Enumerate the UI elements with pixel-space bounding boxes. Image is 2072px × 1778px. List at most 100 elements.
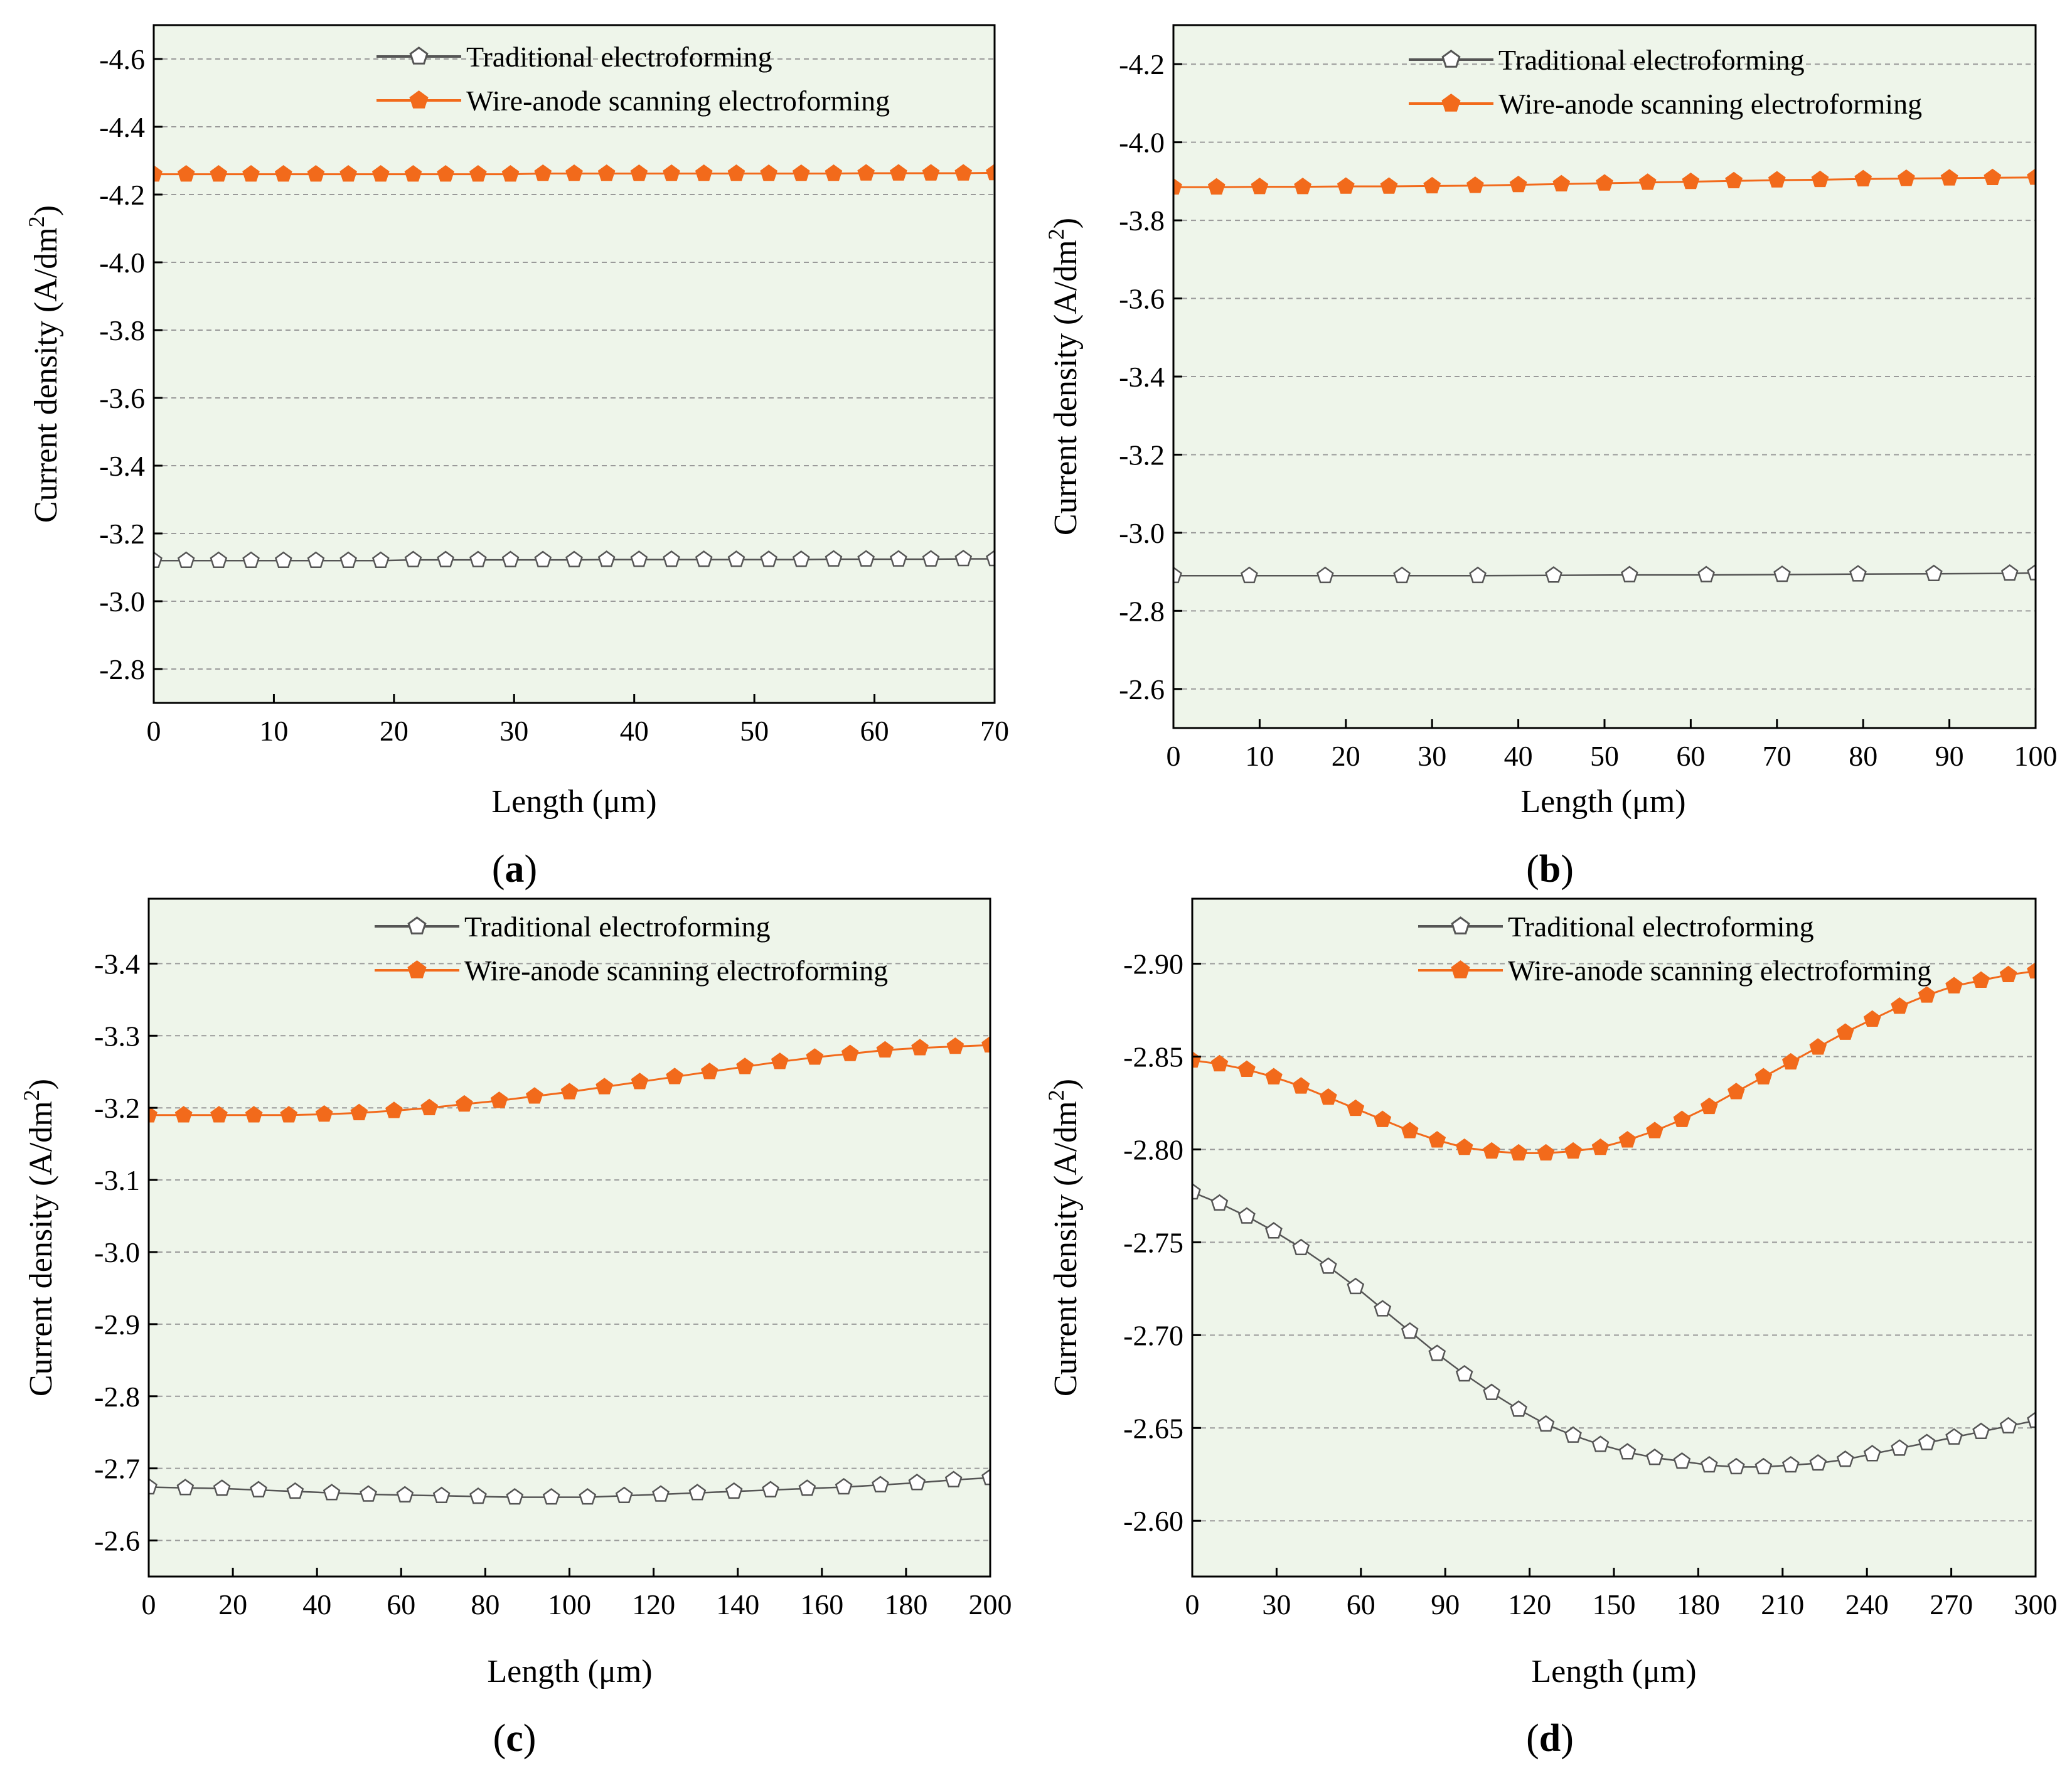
x-tick-label-b-5: 50 [1590,740,1619,772]
x-tick-label-c-0: 0 [142,1588,156,1620]
y-tick-label-a-4: -3.6 [99,382,145,414]
superscript-two: 2 [19,1090,44,1101]
plot-area-d [1192,899,2036,1577]
y-tick-label-a-3: -3.4 [99,450,145,482]
x-tick-label-a-5: 50 [740,715,769,747]
x-tick-label-c-10: 200 [969,1588,1012,1620]
x-tick-label-a-3: 30 [499,715,528,747]
y-tick-label-a-5: -3.8 [99,314,145,346]
x-tick-label-d-4: 120 [1508,1588,1551,1620]
y-tick-label-c-5: -3.1 [94,1164,140,1196]
panel-caption-d: (d) [1526,1717,1574,1760]
x-tick-label-c-5: 100 [548,1588,591,1620]
x-tick-label-a-6: 60 [860,715,889,747]
x-tick-label-b-6: 60 [1676,740,1705,772]
x-tick-label-c-2: 40 [302,1588,331,1620]
x-tick-label-d-6: 180 [1677,1588,1720,1620]
y-tick-label-b-6: -3.8 [1119,205,1165,237]
legend-label-a-0: Traditional electroforming [466,41,772,73]
legend-label-a-1: Wire-anode scanning electroforming [466,85,890,117]
panel-letter-b: b [1539,848,1561,891]
x-tick-label-d-1: 30 [1262,1588,1291,1620]
panel-letter-d: d [1539,1717,1561,1760]
y-tick-label-a-6: -4.0 [99,247,145,279]
x-tick-label-a-0: 0 [147,715,161,747]
x-tick-label-a-7: 70 [980,715,1009,747]
x-tick-label-b-9: 90 [1935,740,1964,772]
y-tick-label-b-2: -3.0 [1119,517,1165,549]
panel-caption-a: (a) [492,848,537,891]
y-axis-label-tail: ) [23,1079,59,1090]
superscript-two: 2 [24,216,49,227]
figure: 0 10 20 30 40 50 60 70-2.8-3.0-3.2-3.4-3.6-3.8-… [0,0,2072,1778]
y-tick-label-b-1: -2.8 [1119,595,1165,627]
y-tick-label-c-1: -2.7 [94,1453,140,1485]
y-tick-label-d-4: -2.80 [1123,1133,1183,1165]
y-tick-label-c-3: -2.9 [94,1309,140,1341]
y-tick-label-d-5: -2.85 [1123,1041,1183,1073]
x-tick-label-b-0: 0 [1167,740,1181,772]
superscript-two: 2 [1044,1090,1069,1101]
legend-label-c-1: Wire-anode scanning electroforming [464,955,888,987]
x-tick-label-d-3: 90 [1431,1588,1460,1620]
y-tick-label-a-1: -3.0 [99,586,145,618]
plot-area-c [149,899,990,1577]
panel-caption-b: (b) [1526,848,1574,891]
y-tick-label-a-7: -4.2 [99,179,145,211]
x-axis-label-a: Length (μm) [491,784,656,820]
x-tick-label-c-9: 180 [884,1588,927,1620]
panel-caption-c: (c) [493,1717,537,1760]
x-tick-label-c-1: 20 [218,1588,247,1620]
y-tick-label-d-3: -2.75 [1123,1226,1183,1258]
x-tick-label-d-7: 210 [1761,1588,1804,1620]
y-tick-label-a-8: -4.4 [99,111,145,143]
y-axis-label-tail: ) [28,205,64,216]
y-tick-label-a-0: -2.8 [99,653,145,685]
x-tick-label-c-4: 80 [471,1588,499,1620]
y-tick-label-b-0: -2.6 [1119,673,1165,705]
y-tick-label-b-4: -3.4 [1119,361,1165,393]
x-tick-label-a-1: 10 [259,715,288,747]
legend-label-c-0: Traditional electroforming [464,911,771,943]
x-tick-label-d-10: 300 [2014,1588,2058,1620]
y-axis-label-d: Current density (A/dm2) [1044,1079,1084,1396]
y-axis-label-b: Current density (A/dm2) [1044,218,1084,535]
panel-letter-a: a [505,848,525,891]
x-tick-label-d-0: 0 [1185,1588,1200,1620]
x-tick-label-a-2: 20 [380,715,409,747]
x-tick-label-c-3: 60 [387,1588,415,1620]
legend-label-b-1: Wire-anode scanning electroforming [1498,88,1922,120]
panel-b: 0 10 20 30 40 50 60 70 80 90 100 -2.6 -2.8 -3.0 -3.2 -3… [1044,25,2058,891]
y-tick-label-c-2: -2.8 [94,1381,140,1413]
x-tick-label-b-1: 10 [1245,740,1274,772]
x-tick-label-c-6: 120 [632,1588,675,1620]
y-tick-label-a-2: -3.2 [99,518,145,550]
y-axis-label-c: Current density (A/dm2) [19,1079,59,1396]
y-tick-label-c-7: -3.3 [94,1020,140,1052]
x-tick-label-b-3: 30 [1418,740,1446,772]
y-axis-label-tail: ) [1048,1079,1084,1090]
y-tick-label-c-8: -3.4 [94,948,140,980]
x-axis-label-d: Length (μm) [1531,1654,1696,1690]
y-tick-label-b-3: -3.2 [1119,439,1165,471]
y-tick-label-b-7: -4.0 [1119,127,1165,159]
x-tick-label-b-8: 80 [1849,740,1877,772]
y-tick-label-d-2: -2.70 [1123,1319,1183,1351]
panel-letter-c: c [506,1717,523,1760]
x-tick-label-a-4: 40 [620,715,649,747]
y-tick-label-c-4: -3.0 [94,1236,140,1268]
y-tick-label-d-0: -2.60 [1123,1505,1183,1537]
legend-label-d-0: Traditional electroforming [1508,911,1814,943]
y-tick-label-d-1: -2.65 [1123,1412,1183,1444]
panel-c: 0 20 40 60 80 100 120 140 160 180 200-2.6-2.7-2.8-… [19,899,1012,1760]
y-tick-label-d-6: -2.90 [1123,948,1183,980]
legend-label-b-0: Traditional electroforming [1498,44,1805,76]
x-tick-label-c-8: 160 [800,1588,843,1620]
x-tick-label-b-10: 100 [2014,740,2058,772]
x-tick-label-d-9: 270 [1930,1588,1973,1620]
superscript-two: 2 [1044,228,1069,240]
panel-d: 0 30 60 90 120 150 180 210 240 270 300-2.60-2.65-2… [1044,899,2058,1760]
x-tick-label-d-2: 60 [1347,1588,1375,1620]
x-tick-label-b-7: 70 [1763,740,1792,772]
panel-a: 0 10 20 30 40 50 60 70 -2.8 -3.0 -3.2 -3.4 -3.6 -3.8 -… [24,25,1009,891]
